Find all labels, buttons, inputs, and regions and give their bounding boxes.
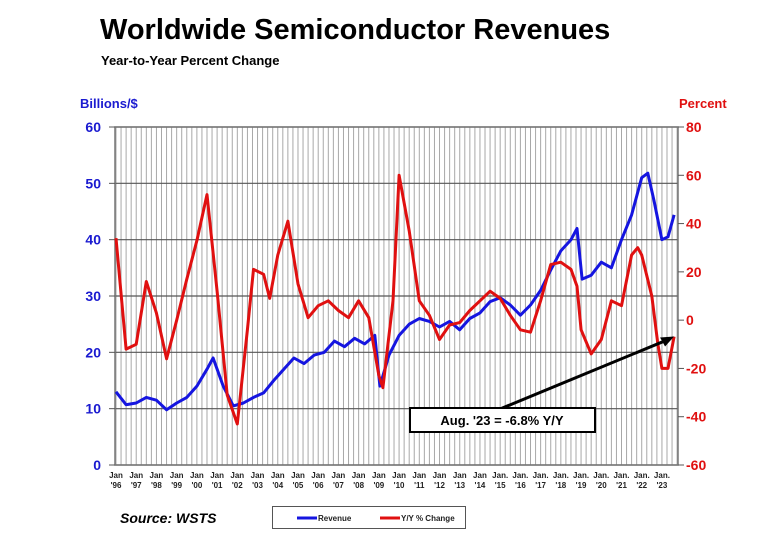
x-tick-label: Jan: [230, 471, 244, 480]
annotation-box: [409, 407, 596, 433]
y-tick-label-right: -40: [686, 409, 706, 425]
x-tick-label: '00: [191, 481, 202, 490]
x-tick-label: Jan: [150, 471, 164, 480]
x-tick-label: Jan.: [593, 471, 609, 480]
chart-title: Worldwide Semiconductor Revenues: [100, 14, 611, 46]
chart-subtitle: Year-to-Year Percent Change: [101, 53, 280, 68]
x-tick-label: '19: [576, 481, 587, 490]
source-note: Source: WSTS: [120, 510, 217, 526]
x-tick-label: Jan: [129, 471, 143, 480]
x-tick-label: '10: [394, 481, 405, 490]
x-tick-label: '22: [636, 481, 647, 490]
x-tick-label: '03: [252, 481, 263, 490]
x-tick-label: '13: [454, 481, 465, 490]
x-tick-label: Jan.: [654, 471, 670, 480]
x-tick-label: Jan: [332, 471, 346, 480]
arrow-head-icon: [660, 336, 675, 347]
x-tick-label: Jan.: [573, 471, 589, 480]
x-tick-label: Jan.: [634, 471, 650, 480]
y-tick-label-left: 40: [85, 232, 101, 248]
legend-label: Revenue: [318, 514, 352, 523]
x-tick-label: Jan.: [492, 471, 508, 480]
x-tick-label: Jan: [190, 471, 204, 480]
x-tick-label: Jan: [109, 471, 123, 480]
x-tick-label: '08: [353, 481, 364, 490]
y-axis-label-left: Billions/$: [80, 96, 138, 111]
y-tick-label-right: -60: [686, 457, 706, 473]
x-tick-label: '12: [434, 481, 445, 490]
x-tick-label: '23: [657, 481, 668, 490]
x-tick-label: '20: [596, 481, 607, 490]
x-tick-label: '07: [333, 481, 344, 490]
x-tick-label: Jan: [473, 471, 487, 480]
y-tick-label-left: 20: [85, 344, 101, 360]
x-tick-label: '01: [212, 481, 223, 490]
x-tick-label: Jan: [210, 471, 224, 480]
x-tick-label: Jan.: [512, 471, 528, 480]
legend-label: Y/Y % Change: [401, 514, 455, 523]
x-tick-label: Jan: [372, 471, 386, 480]
x-tick-label: '96: [111, 481, 122, 490]
series-line-revenue: [114, 171, 676, 412]
x-tick-label: '09: [373, 481, 384, 490]
x-tick-label: Jan.: [533, 471, 549, 480]
x-tick-label: '02: [232, 481, 243, 490]
y-tick-label-left: 10: [85, 401, 101, 417]
x-tick-label: Jan: [251, 471, 265, 480]
x-tick-label: '17: [535, 481, 546, 490]
x-tick-label: '99: [171, 481, 182, 490]
y-tick-label-right: -20: [686, 360, 706, 376]
x-tick-label: '14: [475, 481, 486, 490]
x-tick-label: '98: [151, 481, 162, 490]
x-tick-label: Jan: [271, 471, 285, 480]
x-tick-label: Jan: [291, 471, 305, 480]
x-tick-label: '15: [495, 481, 506, 490]
y-tick-label-left: 30: [85, 288, 101, 304]
x-tick-label: '21: [616, 481, 627, 490]
x-tick-label: Jan: [352, 471, 366, 480]
annotation-arrow: [499, 338, 669, 411]
x-tick-label: Jan: [392, 471, 406, 480]
y-tick-label-left: 0: [93, 457, 101, 473]
x-tick-label: '06: [313, 481, 324, 490]
y-tick-label-right: 20: [686, 264, 702, 280]
x-tick-label: Jan: [170, 471, 184, 480]
x-tick-label: Jan.: [553, 471, 569, 480]
x-tick-label: Jan: [453, 471, 467, 480]
y-tick-label-right: 0: [686, 312, 694, 328]
x-tick-label: Jan: [412, 471, 426, 480]
legend: Revenue Y/Y % Change: [272, 506, 466, 529]
y-tick-label-left: 60: [85, 119, 101, 135]
x-tick-label: Jan.: [613, 471, 629, 480]
x-tick-label: '97: [131, 481, 142, 490]
series-line-yy-change: [114, 173, 676, 426]
x-tick-label: '16: [515, 481, 526, 490]
y-tick-label-right: 60: [686, 167, 702, 183]
x-tick-label: Jan: [433, 471, 447, 480]
annotation-text: Aug. '23 = -6.8% Y/Y: [440, 413, 563, 428]
y-tick-label-left: 50: [85, 175, 101, 191]
y-axis-label-right: Percent: [679, 96, 727, 111]
x-tick-label: '05: [293, 481, 304, 490]
x-tick-label: Jan: [311, 471, 325, 480]
x-tick-label: '11: [414, 481, 425, 490]
x-tick-label: '04: [272, 481, 283, 490]
x-tick-label: '18: [555, 481, 566, 490]
y-tick-label-right: 80: [686, 119, 702, 135]
y-tick-label-right: 40: [686, 216, 702, 232]
